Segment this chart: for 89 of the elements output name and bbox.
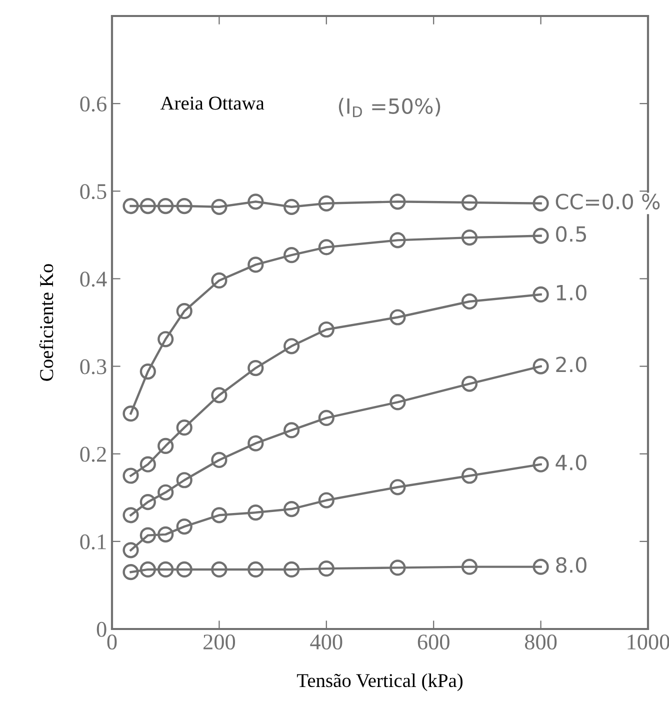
x-tick-label: 600: [418, 634, 450, 650]
point: [176, 472, 192, 488]
point: [140, 456, 156, 472]
point: [532, 456, 549, 472]
point: [390, 394, 406, 410]
point: [176, 198, 192, 214]
y-tick-label: 0.5: [80, 184, 106, 200]
series-label: 8.0: [556, 557, 586, 573]
y-axis-title: Coeficiente Ko: [39, 264, 54, 381]
point: [248, 360, 264, 376]
point: [461, 468, 478, 484]
point: [211, 561, 228, 578]
series-label: 1.0: [556, 284, 586, 301]
point: [122, 406, 139, 422]
point: [390, 309, 406, 326]
point: [140, 561, 156, 578]
y-tick-label: 0.3: [80, 359, 106, 374]
y-tick-label: 0.2: [80, 446, 106, 462]
point: [140, 527, 156, 544]
point: [122, 198, 139, 214]
point: [176, 561, 192, 578]
series-label: 4.0: [556, 454, 586, 470]
x-tick-label: 1000: [628, 634, 669, 650]
y-tick-label: 0.4: [80, 272, 107, 287]
point: [176, 420, 192, 436]
point: [158, 438, 174, 454]
point: [248, 194, 264, 210]
point: [318, 321, 334, 338]
point: [176, 518, 192, 535]
point: [318, 195, 334, 212]
point: [284, 247, 300, 264]
point: [211, 452, 228, 468]
point: [211, 272, 228, 289]
point: [284, 561, 300, 578]
point: [532, 228, 549, 244]
point: [532, 558, 549, 575]
point: [158, 198, 174, 214]
point: [532, 358, 549, 374]
point: [211, 387, 228, 404]
annotation: Areia Ottawa: [160, 96, 264, 110]
point: [461, 293, 478, 310]
point: [140, 363, 156, 380]
annotation: (I$_{D}$ =50%): [338, 98, 440, 118]
series-label: 2.0: [556, 356, 586, 372]
point: [390, 560, 406, 576]
point: [284, 500, 300, 518]
point: [284, 338, 300, 354]
point: [176, 303, 192, 320]
point: [284, 198, 300, 215]
y-tick-label: 0: [96, 622, 106, 637]
point: [318, 410, 334, 426]
point: [158, 561, 174, 578]
point: [122, 564, 139, 580]
legend-label: CC=0.0 %: [556, 194, 660, 210]
point: [318, 239, 334, 256]
point: [140, 494, 156, 510]
point: [248, 561, 264, 578]
point: [158, 526, 174, 542]
point: [122, 542, 139, 558]
y-tick-label: 0.1: [80, 534, 106, 550]
point: [390, 194, 406, 210]
point: [390, 479, 406, 496]
point: [211, 507, 228, 524]
point: [284, 422, 300, 438]
point: [461, 558, 478, 575]
point: [461, 376, 478, 392]
point: [318, 560, 334, 577]
point: [211, 198, 228, 215]
point: [461, 230, 478, 246]
x-tick-label: 800: [524, 634, 557, 650]
x-tick-label: 0: [107, 634, 117, 650]
series-label: 0.5: [556, 226, 586, 242]
point: [248, 435, 264, 452]
point: [318, 492, 334, 508]
x-tick-label: 200: [204, 634, 236, 650]
point: [532, 286, 549, 303]
y-tick-label: 0.6: [80, 96, 106, 112]
point: [461, 194, 478, 211]
point: [158, 484, 174, 500]
point: [532, 195, 549, 212]
point: [122, 507, 139, 524]
x-axis-title: Tensão Vertical (kPa): [296, 673, 463, 692]
point: [122, 468, 139, 484]
point: [158, 331, 174, 348]
point: [248, 256, 264, 273]
point: [390, 232, 406, 248]
point: [140, 198, 156, 214]
point: [248, 504, 264, 521]
x-tick-label: 400: [310, 634, 342, 650]
